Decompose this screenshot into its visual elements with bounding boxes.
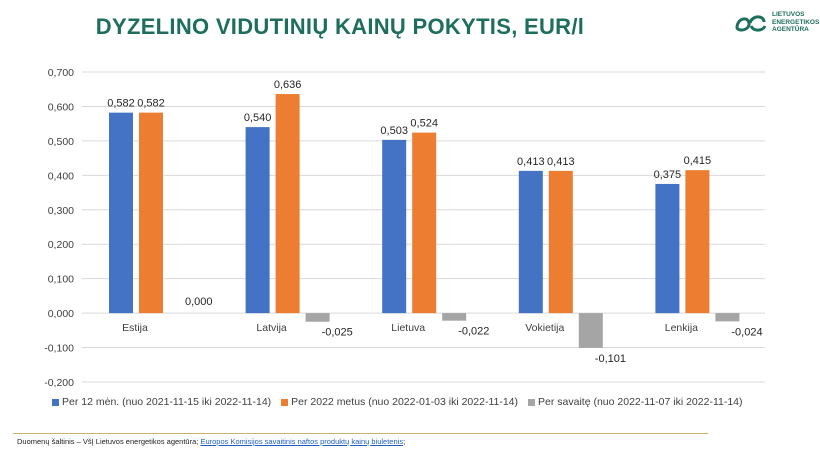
bar [548, 170, 573, 314]
data-label: -0,024 [731, 326, 762, 338]
bar [518, 170, 543, 314]
bar [275, 94, 300, 314]
x-tick-label: Lietuva [391, 322, 425, 334]
bar [685, 170, 710, 314]
bar [305, 313, 330, 322]
legend-item-12-months: Per 12 mėn. (nuo 2021-11-15 iki 2022-11-… [52, 396, 271, 408]
y-tick-label: 0,600 [48, 101, 74, 113]
legend-swatch-12-months [52, 398, 59, 406]
data-label: -0,025 [322, 327, 353, 339]
y-tick-label: 0,000 [48, 308, 74, 320]
bar [715, 313, 740, 322]
y-tick-label: 0,700 [48, 67, 74, 79]
bar [578, 313, 603, 348]
agency-logo: LIETUVOS ENERGETIKOS AGENTŪRA [734, 10, 819, 38]
x-tick-label: Latvija [256, 322, 287, 334]
bar [139, 112, 163, 314]
bar [382, 139, 407, 314]
data-label: -0,101 [595, 353, 626, 365]
x-tick-label: Lenkija [665, 322, 698, 334]
data-label: 0,415 [684, 155, 712, 167]
data-label: 0,413 [517, 156, 545, 168]
data-label: 0,582 [137, 98, 165, 110]
y-tick-label: -0,100 [44, 343, 74, 355]
bar [442, 313, 467, 321]
legend-swatch-2022 [281, 398, 289, 406]
footer-divider [13, 433, 708, 434]
y-tick-label: -0,200 [44, 377, 74, 389]
y-tick-label: 0,500 [48, 136, 74, 148]
bar-chart: -0,200 -0,100 0,000 0,100 0,200 0,300 0,400 0,5… [44, 67, 765, 389]
bar [655, 183, 680, 314]
legend-item-2022: Per 2022 metus (nuo 2022-01-03 iki 2022-… [281, 396, 518, 408]
bar [245, 127, 270, 314]
logo-text: LIETUVOS ENERGETIKOS AGENTŪRA [772, 11, 820, 33]
source-link[interactable]: Europos Komisijos savaitinis naftos prod… [200, 437, 404, 446]
data-label: 0,524 [410, 118, 438, 130]
x-tick-label: Estija [122, 322, 148, 334]
data-label: 0,540 [244, 112, 272, 124]
legend-swatch-week [528, 398, 536, 406]
data-label: 0,000 [185, 296, 213, 308]
chart-title: DYZELINO VIDUTINIŲ KAINŲ POKYTIS, EUR/l [95, 14, 585, 39]
data-label: 0,636 [274, 79, 302, 91]
data-label: -0,022 [458, 326, 489, 338]
chart-legend: Per 12 mėn. (nuo 2021-11-15 iki 2022-11-… [52, 396, 772, 408]
x-tick-label: Vokietija [525, 322, 564, 334]
logo-mark-icon [735, 15, 767, 32]
y-tick-label: 0,100 [48, 274, 74, 286]
legend-item-week: Per savaitę (nuo 2022-11-07 iki 2022-11-… [528, 396, 743, 408]
data-label: 0,503 [380, 125, 408, 137]
bar [109, 112, 133, 314]
y-tick-label: 0,300 [48, 205, 74, 217]
y-tick-label: 0,200 [48, 239, 74, 251]
y-tick-label: 0,400 [48, 170, 74, 182]
data-label: 0,375 [654, 169, 682, 181]
bar [412, 132, 437, 314]
source-note: Duomenų šaltinis – VšĮ Lietuvos energeti… [17, 437, 406, 446]
data-label: 0,413 [547, 156, 575, 168]
data-label: 0,582 [107, 98, 135, 110]
